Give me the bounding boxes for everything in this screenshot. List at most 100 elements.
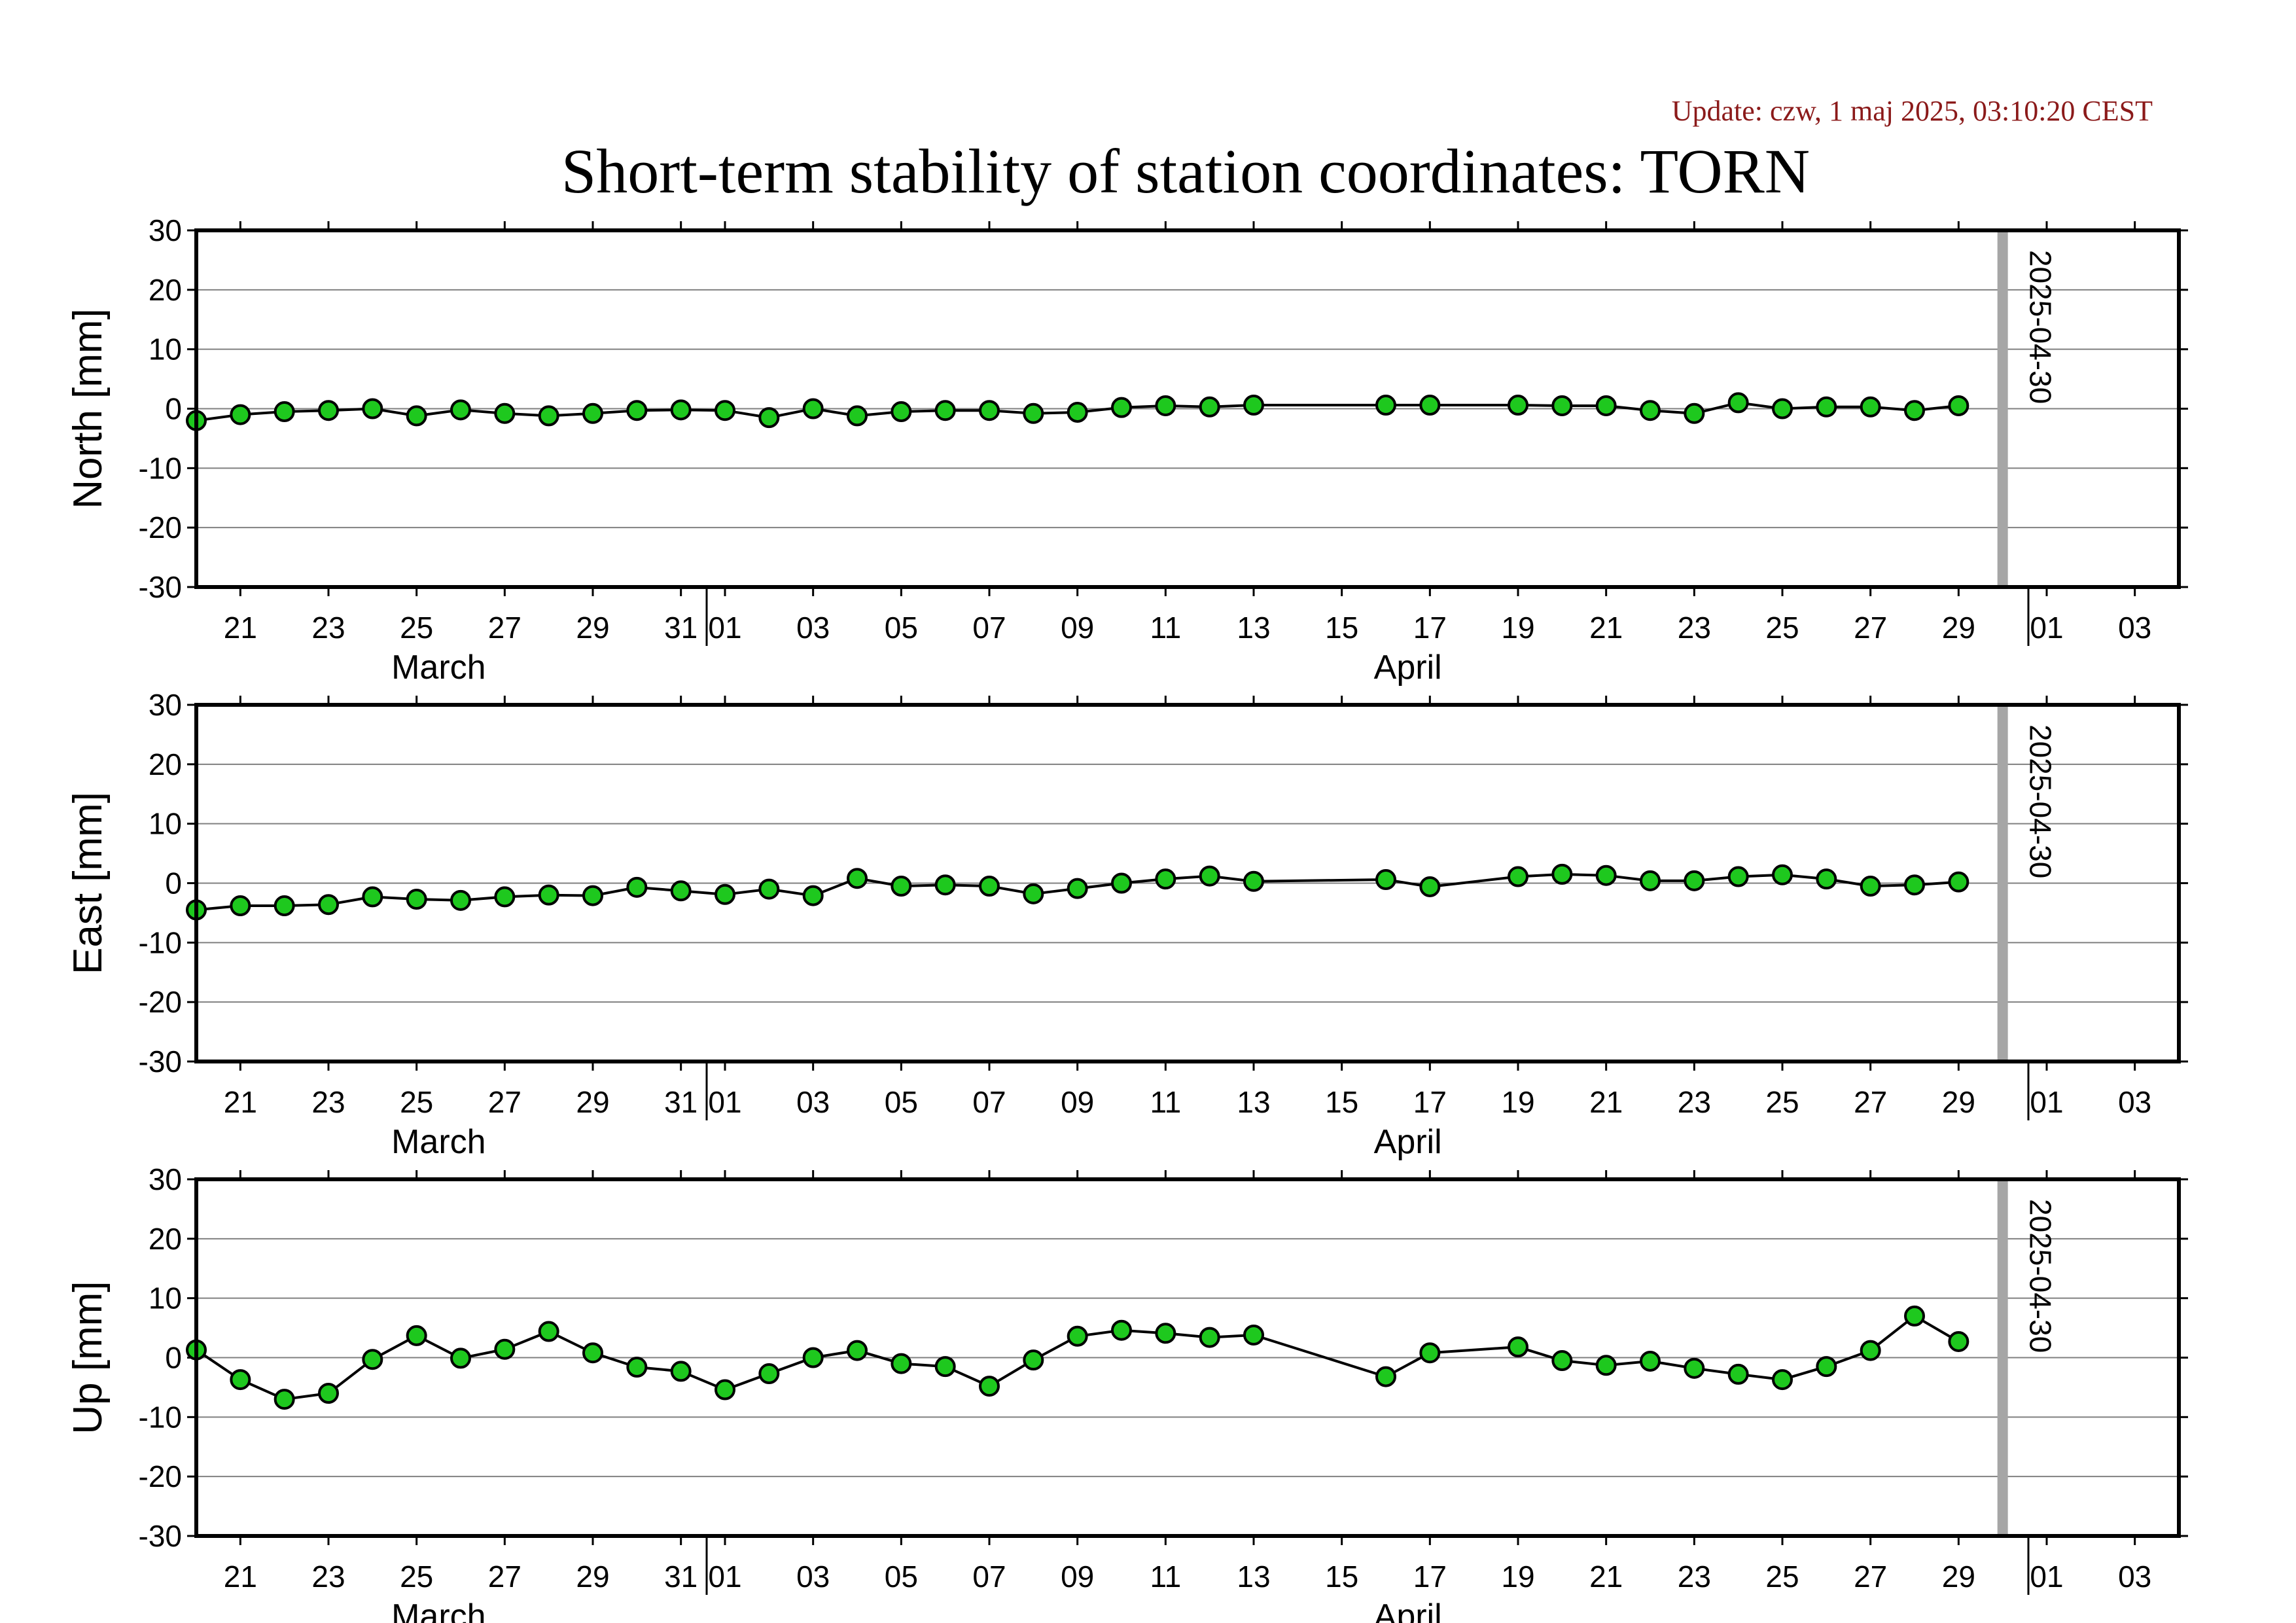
data-point bbox=[494, 402, 516, 424]
data-point bbox=[538, 405, 559, 427]
data-point bbox=[1419, 395, 1441, 416]
x-tick-label: 31 bbox=[664, 611, 698, 645]
data-point bbox=[934, 400, 956, 421]
x-tick-label: 05 bbox=[885, 611, 918, 645]
data-point bbox=[979, 1376, 1000, 1397]
x-tick-label: 21 bbox=[1589, 1085, 1623, 1119]
data-point bbox=[1199, 1327, 1220, 1348]
data-point bbox=[715, 1379, 735, 1400]
x-tick-label: 03 bbox=[796, 611, 830, 645]
data-point bbox=[758, 407, 780, 429]
data-point bbox=[582, 885, 603, 906]
data-point bbox=[979, 876, 1000, 897]
data-point bbox=[1684, 402, 1705, 424]
x-tick-label: 27 bbox=[488, 611, 521, 645]
x-tick-label: 25 bbox=[1765, 1560, 1799, 1594]
data-point bbox=[1727, 866, 1749, 887]
data-point bbox=[1155, 868, 1176, 890]
month-label: April bbox=[1374, 649, 1442, 687]
data-point bbox=[670, 399, 692, 421]
data-point bbox=[1640, 400, 1661, 421]
data-point bbox=[1904, 1305, 1925, 1327]
x-tick-label: 29 bbox=[576, 1085, 609, 1119]
data-point bbox=[1155, 1323, 1176, 1344]
data-point bbox=[450, 399, 471, 421]
data-point bbox=[406, 405, 427, 427]
x-tick-label: 21 bbox=[1589, 1560, 1623, 1594]
panel-1: 30 20 10 0 -10 -20 -30 21 23 25 27 29 31 01 03 05 07 09 11… bbox=[65, 688, 2188, 1161]
panel-0: 30 20 10 0 -10 -20 -30 21 23 25 27 29 31 01 03 05 07 09 11… bbox=[65, 213, 2188, 687]
x-tick-label: 25 bbox=[1765, 611, 1799, 645]
x-tick-label: 03 bbox=[796, 1085, 830, 1119]
x-tick-label: 23 bbox=[1678, 1560, 1711, 1594]
x-tick-label: 31 bbox=[664, 1085, 698, 1119]
x-tick-label: 21 bbox=[224, 611, 257, 645]
x-tick-label: 17 bbox=[1413, 611, 1447, 645]
x-tick-label: 27 bbox=[1854, 1560, 1887, 1594]
x-tick-label: 13 bbox=[1237, 1085, 1270, 1119]
x-tick-label: 29 bbox=[1942, 611, 1975, 645]
plot-frame bbox=[194, 1177, 2181, 1538]
data-point bbox=[670, 880, 692, 902]
data-point bbox=[1595, 395, 1617, 416]
data-point bbox=[1860, 1340, 1881, 1361]
data-point bbox=[1948, 1330, 1969, 1352]
data-point bbox=[318, 894, 339, 916]
x-tick-label: 07 bbox=[972, 1085, 1006, 1119]
panels-group: 30 20 10 0 -10 -20 -30 21 23 25 27 29 31 01 03 05 07 09 11… bbox=[65, 213, 2188, 1623]
x-tick-label: 29 bbox=[576, 611, 609, 645]
x-tick-label: 07 bbox=[972, 1560, 1006, 1594]
data-point bbox=[582, 1342, 603, 1364]
data-point bbox=[1419, 876, 1441, 897]
data-point bbox=[626, 1357, 648, 1378]
y-tick-label: -30 bbox=[139, 1044, 182, 1079]
data-point bbox=[847, 1340, 868, 1361]
data-point bbox=[318, 1383, 339, 1404]
x-tick-label: 29 bbox=[1942, 1560, 1975, 1594]
x-tick-label: 11 bbox=[1150, 1560, 1181, 1594]
data-point bbox=[1111, 397, 1132, 418]
x-tick-label: 25 bbox=[1765, 1085, 1799, 1119]
x-tick-label: 25 bbox=[400, 1560, 433, 1594]
data-point bbox=[758, 1363, 780, 1385]
y-axis-title: East [mm] bbox=[65, 792, 111, 974]
panel-2: 30 20 10 0 -10 -20 -30 21 23 25 27 29 31 01 03 05 07 09 11… bbox=[65, 1162, 2188, 1623]
data-point bbox=[934, 1356, 956, 1378]
x-tick-label: 21 bbox=[224, 1085, 257, 1119]
data-point bbox=[1111, 872, 1132, 894]
x-tick-label: 01 bbox=[708, 1560, 741, 1594]
data-point bbox=[406, 1325, 427, 1346]
data-point bbox=[1243, 1324, 1264, 1346]
data-point bbox=[538, 1321, 559, 1342]
data-point bbox=[1243, 870, 1264, 892]
x-tick-label: 01 bbox=[708, 1085, 741, 1119]
x-tick-label: 25 bbox=[400, 611, 433, 645]
data-point bbox=[802, 885, 824, 906]
data-point bbox=[626, 400, 648, 421]
data-point bbox=[1904, 874, 1925, 896]
y-tick-label: -20 bbox=[139, 985, 182, 1019]
x-tick-label: 23 bbox=[311, 1560, 345, 1594]
data-point bbox=[802, 398, 824, 419]
data-point bbox=[1640, 1350, 1661, 1372]
month-label: March bbox=[391, 649, 486, 687]
data-point bbox=[758, 878, 780, 900]
date-marker-label: 2025-04-30 bbox=[2024, 724, 2058, 878]
x-tick-label: 13 bbox=[1237, 1560, 1270, 1594]
data-point bbox=[1067, 401, 1088, 423]
x-tick-label: 27 bbox=[1854, 611, 1887, 645]
chart-title: Short-term stability of station coordina… bbox=[561, 136, 1810, 206]
x-tick-label: 17 bbox=[1413, 1085, 1447, 1119]
y-tick-label: 0 bbox=[165, 392, 182, 426]
data-point bbox=[494, 1338, 516, 1360]
y-tick-label: 20 bbox=[149, 273, 182, 307]
y-tick-label: 0 bbox=[165, 1341, 182, 1375]
data-point bbox=[1508, 395, 1528, 416]
data-point bbox=[1199, 396, 1220, 418]
data-point bbox=[802, 1347, 824, 1368]
month-label: April bbox=[1374, 1597, 1442, 1623]
x-tick-label: 01 bbox=[2030, 611, 2063, 645]
data-point bbox=[1111, 1319, 1132, 1341]
data-point bbox=[1199, 865, 1220, 887]
